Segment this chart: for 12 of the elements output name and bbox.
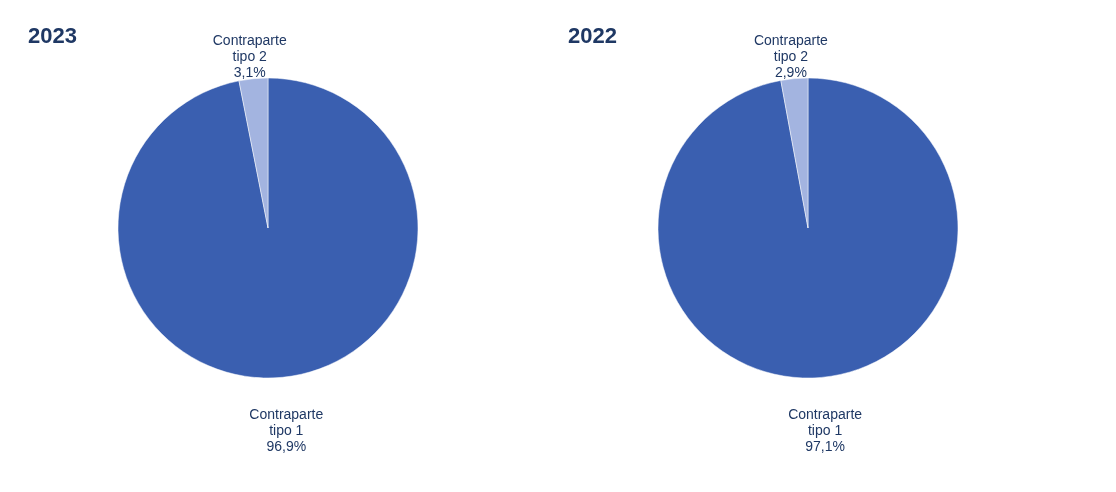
chart-title: 2022 <box>568 23 617 48</box>
data-label: 97,1% <box>805 438 845 455</box>
slice-label: Contraparte tipo 1 <box>249 406 324 439</box>
slice-label: Contraparte tipo 1 <box>788 406 863 439</box>
slice-label: Contraparte tipo 2 <box>212 31 287 64</box>
data-label: 2,9% <box>774 63 807 80</box>
chart-title: 2023 <box>28 23 77 48</box>
slice-label: Contraparte tipo 2 <box>753 31 829 64</box>
pie-slice <box>657 77 959 379</box>
data-label: 3,1% <box>233 63 266 80</box>
pie-slice <box>117 77 419 379</box>
data-label: 96,9% <box>266 438 307 455</box>
